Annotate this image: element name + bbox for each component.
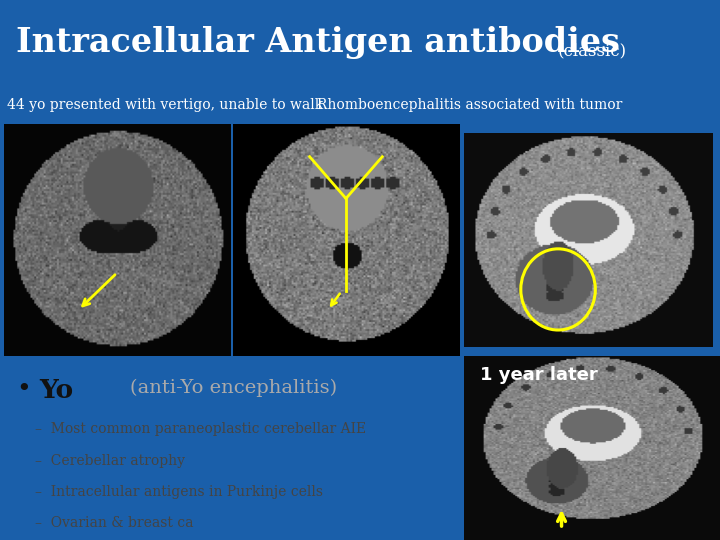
Text: Rhomboencephalitis associated with tumor: Rhomboencephalitis associated with tumor [317,98,622,112]
Text: –  Most common paraneoplastic cerebellar AIE: – Most common paraneoplastic cerebellar … [35,422,366,436]
Text: Intracellular Antigen antibodies: Intracellular Antigen antibodies [16,26,620,59]
Text: –  Intracellular antigens in Purkinje cells: – Intracellular antigens in Purkinje cel… [35,485,323,499]
Text: 44 yo presented with vertigo, unable to walk.: 44 yo presented with vertigo, unable to … [7,98,328,112]
Text: 1 year later: 1 year later [480,366,598,383]
Text: –  Ovarian & breast ca: – Ovarian & breast ca [35,516,194,530]
Text: (classic): (classic) [558,43,627,59]
Text: –  Cerebellar atrophy: – Cerebellar atrophy [35,454,185,468]
Text: Yo: Yo [40,379,73,403]
Text: (anti-Yo encephalitis): (anti-Yo encephalitis) [130,379,337,397]
Text: •: • [17,379,31,401]
